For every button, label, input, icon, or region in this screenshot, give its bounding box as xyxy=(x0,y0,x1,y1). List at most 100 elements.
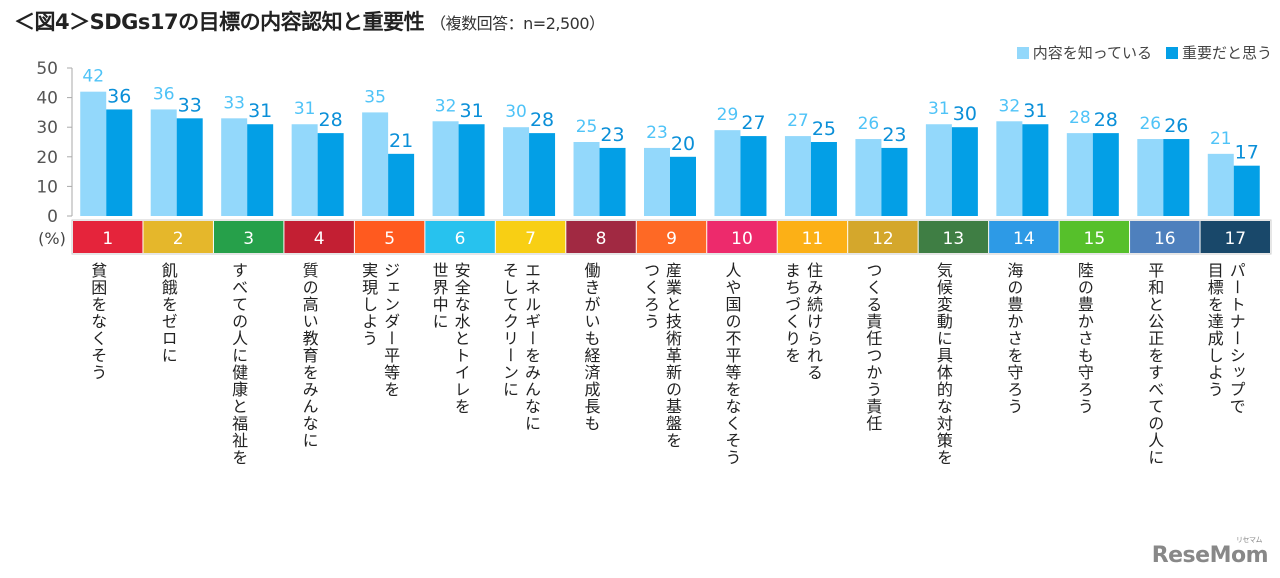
goal-label: つくる責任つかう責任 xyxy=(863,262,883,432)
data-label-know: 32 xyxy=(435,96,457,116)
data-label-know: 30 xyxy=(505,102,527,122)
goal-number: 4 xyxy=(314,229,325,249)
goal-number-cell xyxy=(636,221,707,253)
bar-important xyxy=(670,156,696,216)
data-label-important: 28 xyxy=(319,109,343,131)
goal-number: 3 xyxy=(243,229,254,249)
data-label-important: 31 xyxy=(248,100,272,122)
goal-label: 人や国の不平等をなくそう xyxy=(722,262,742,466)
bar-know xyxy=(221,118,248,216)
goal-number: 12 xyxy=(872,229,894,249)
goal-number-cell xyxy=(777,221,848,253)
goal-number-cell xyxy=(1059,221,1130,253)
bar-know xyxy=(784,136,811,216)
goal-number-cell xyxy=(1130,221,1200,253)
bar-important xyxy=(317,133,344,216)
legend-swatch-important xyxy=(1165,46,1178,59)
legend-swatch-know xyxy=(1016,46,1029,59)
data-label-know: 29 xyxy=(717,105,739,125)
data-label-important: 25 xyxy=(812,118,836,140)
bar-know xyxy=(150,109,177,216)
bar-know xyxy=(855,139,882,216)
goal-number-cell xyxy=(354,221,425,253)
goal-number: 9 xyxy=(666,229,677,249)
bar-know xyxy=(996,121,1023,216)
y-tick-label: 20 xyxy=(36,148,58,168)
goal-number-cell xyxy=(495,221,566,253)
logo-ruby: リセマム xyxy=(1236,536,1263,544)
legend-label-important: 重要だと思う xyxy=(1181,44,1272,62)
data-label-important: 20 xyxy=(671,133,695,155)
goal-label: 飢餓をゼロに xyxy=(158,262,178,364)
data-label-important: 31 xyxy=(1023,100,1047,122)
data-label-know: 21 xyxy=(1210,129,1232,149)
y-axis-unit: (%) xyxy=(38,229,66,248)
bar-know xyxy=(925,124,952,216)
goal-number-cell xyxy=(73,221,143,253)
bar-important xyxy=(810,142,837,216)
goal-number: 8 xyxy=(596,229,607,249)
goal-number: 13 xyxy=(943,229,965,249)
bar-important xyxy=(106,109,133,216)
chart-subtitle: （複数回答：n=2,500） xyxy=(430,14,605,33)
bar-know xyxy=(1066,133,1093,216)
y-tick-label: 0 xyxy=(47,207,58,227)
goal-number: 16 xyxy=(1154,229,1176,249)
bar-important xyxy=(388,153,415,216)
y-tick-label: 40 xyxy=(36,89,58,109)
goal-number-cell xyxy=(566,221,636,253)
data-label-know: 33 xyxy=(223,93,245,113)
chart-title-text: ＜図4＞SDGs17の目標の内容認知と重要性 xyxy=(14,10,425,34)
bar-know xyxy=(291,124,318,216)
bar-know xyxy=(362,112,389,216)
data-label-know: 23 xyxy=(646,123,668,143)
goal-label: 貧困をなくそう xyxy=(88,262,108,381)
data-label-important: 21 xyxy=(389,130,413,152)
bar-important xyxy=(1233,165,1260,216)
bar-important xyxy=(740,136,767,216)
data-label-important: 27 xyxy=(741,112,765,134)
chart-title: ＜図4＞SDGs17の目標の内容認知と重要性 （複数回答：n=2,500） xyxy=(14,6,605,36)
goal-number: 11 xyxy=(802,229,824,249)
data-label-important: 28 xyxy=(1094,109,1118,131)
goal-label: 産業と技術革新の基盤を つくろう xyxy=(641,262,682,449)
data-label-important: 31 xyxy=(459,100,483,122)
data-label-know: 35 xyxy=(364,87,386,107)
goal-number: 2 xyxy=(173,229,184,249)
bar-know xyxy=(432,121,459,216)
data-label-know: 26 xyxy=(1139,114,1161,134)
legend-item-important: 重要だと思う xyxy=(1165,42,1272,63)
goal-number: 1 xyxy=(102,229,113,249)
bar-know xyxy=(80,91,107,216)
bar-important xyxy=(881,147,908,216)
y-tick-label: 30 xyxy=(36,118,58,138)
goal-label: 陸の豊かさも守ろう xyxy=(1074,262,1094,415)
data-label-important: 23 xyxy=(882,124,906,146)
data-label-important: 36 xyxy=(107,85,131,107)
resemom-logo: ReseMom リセマム xyxy=(1152,536,1269,568)
goal-label: すべての人に健康と福祉を xyxy=(229,262,249,466)
bar-important xyxy=(951,127,978,216)
goal-number-cell xyxy=(213,221,284,253)
data-label-know: 32 xyxy=(999,96,1021,116)
goal-number-cell xyxy=(1200,221,1270,253)
bar-important xyxy=(1022,124,1049,216)
bar-important xyxy=(176,118,203,216)
goal-label: 気候変動に具体的な対策を xyxy=(933,262,953,466)
goal-label: 質の高い教育をみんなに xyxy=(299,262,319,449)
goal-label: 働きがいも経済成長も xyxy=(581,262,601,432)
goal-label: エネルギーをみんなに そしてクリーンに xyxy=(500,262,542,432)
data-label-important: 33 xyxy=(178,94,202,116)
goal-number: 7 xyxy=(525,229,536,249)
data-label-know: 36 xyxy=(153,84,175,104)
goal-number: 17 xyxy=(1224,229,1246,249)
data-label-important: 30 xyxy=(953,103,977,125)
bar-know xyxy=(714,130,741,216)
bar-know xyxy=(503,127,530,216)
bar-know xyxy=(1207,153,1234,216)
bar-important xyxy=(1163,139,1190,216)
bar-important xyxy=(247,124,274,216)
data-label-important: 26 xyxy=(1164,115,1188,137)
data-label-know: 25 xyxy=(576,117,598,137)
data-label-know: 42 xyxy=(82,67,104,87)
